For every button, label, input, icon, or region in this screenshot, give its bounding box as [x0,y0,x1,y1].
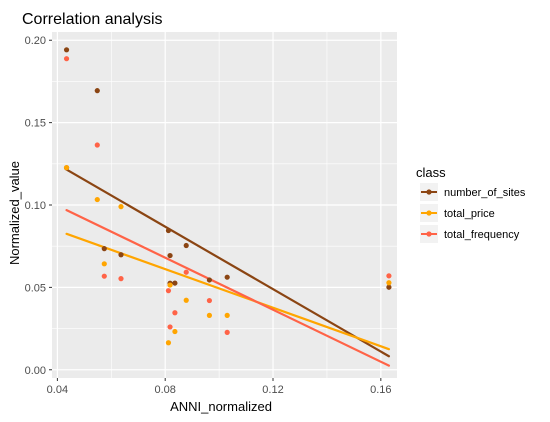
point-total_frequency [94,142,100,148]
point-total_price [224,312,230,318]
legend: class number_of_sites total_price total_fr… [416,165,526,243]
point-total_frequency [101,273,107,279]
point-number_of_sites [101,246,107,252]
y-tick-label: 0.20 [25,35,46,47]
x-tick-label: 0.04 [47,384,68,396]
point-number_of_sites [94,88,100,94]
point-number_of_sites [167,252,173,259]
point-total_price [165,340,172,346]
point-total_price [63,164,70,171]
trend-line-total_frequency [65,209,391,367]
y-tick-label: 0.05 [25,282,46,294]
x-axis-title: ANNI_normalized [170,399,272,414]
y-tick-label: 0.00 [25,365,46,377]
chart-title: Correlation analysis [22,11,163,28]
axes: 0.04 0.08 0.12 0.16 0.00 0.05 0.10 0.15 0.20 [25,35,392,396]
point-number_of_sites [224,274,230,280]
point-number_of_sites [118,252,124,258]
legend-label-total_frequency: total_frequency [444,229,520,241]
x-tick-label: 0.12 [262,384,283,396]
trend-line-number_of_sites [65,168,391,358]
point-total_frequency [118,276,124,282]
point-total_price [94,196,100,203]
legend-key-point [426,189,432,195]
point-number_of_sites [63,47,70,53]
legend-key-point [426,231,432,237]
point-number_of_sites [172,280,178,286]
plot-marks [63,47,392,367]
x-tick-label: 0.16 [370,384,391,396]
legend-key-point [426,210,432,216]
point-number_of_sites [183,242,189,249]
point-total_frequency [63,56,70,62]
plot-panel [52,32,397,378]
legend-label-number_of_sites: number_of_sites [444,187,526,199]
point-total_frequency [172,310,178,316]
point-total_frequency [183,269,189,275]
point-total_frequency [165,288,172,294]
legend-title: class [416,165,446,180]
point-total_frequency [167,324,173,330]
point-total_frequency [206,297,213,304]
point-total_price [172,328,178,335]
y-tick-label: 0.10 [25,200,46,212]
point-total_price [167,282,173,288]
point-total_frequency [386,273,392,279]
point-total_price [118,204,124,210]
point-total_price [183,297,189,303]
point-total_price [206,312,213,318]
point-total_frequency [224,329,230,335]
point-number_of_sites [165,227,172,234]
point-total_price [386,280,392,286]
y-tick-label: 0.15 [25,118,46,130]
point-total_price [101,261,107,267]
x-tick-label: 0.08 [154,384,175,396]
point-number_of_sites [386,284,392,290]
point-number_of_sites [206,277,213,283]
y-axis-title: Normalized_value [7,161,22,265]
legend-label-total_price: total_price [444,208,495,220]
